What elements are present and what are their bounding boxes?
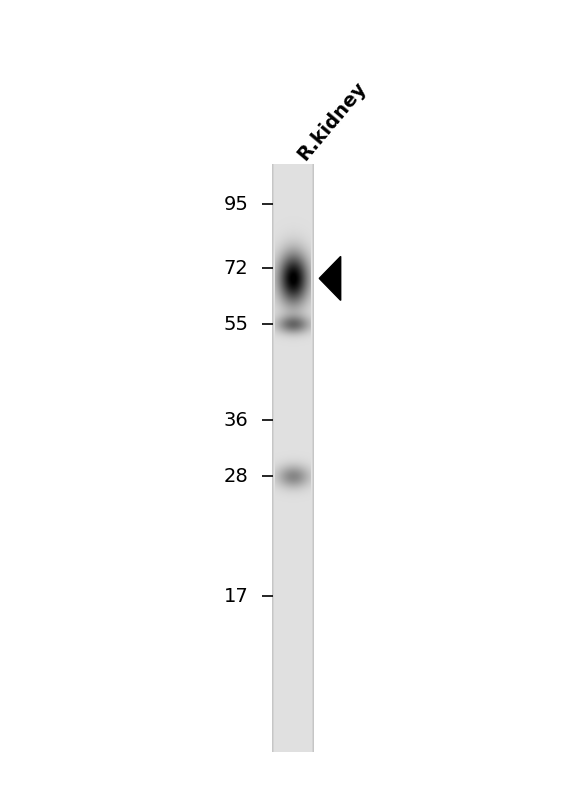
- Text: R.kidney: R.kidney: [293, 78, 370, 164]
- Text: 17: 17: [224, 586, 249, 606]
- Polygon shape: [319, 256, 341, 300]
- Text: 28: 28: [224, 466, 249, 486]
- Text: 72: 72: [224, 258, 249, 278]
- Text: 95: 95: [223, 194, 249, 214]
- Text: 55: 55: [223, 314, 249, 334]
- Text: 36: 36: [224, 410, 249, 430]
